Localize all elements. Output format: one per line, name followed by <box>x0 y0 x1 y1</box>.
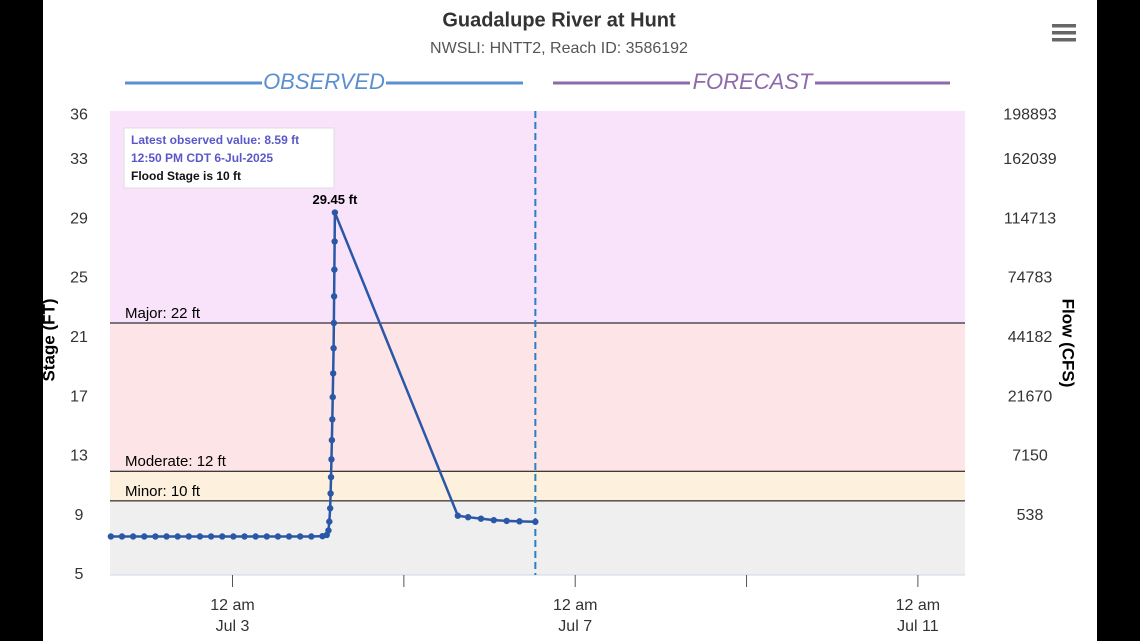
observed-point <box>331 266 338 273</box>
menu-bar <box>1052 38 1076 42</box>
menu-bar <box>1052 31 1076 35</box>
y-tick-label: 25 <box>70 270 88 287</box>
menu-bar <box>1052 24 1076 28</box>
observed-point <box>328 436 336 444</box>
flood-band <box>110 322 965 472</box>
y2-tick-label: 162039 <box>1003 151 1056 168</box>
y-tick-label: 9 <box>75 507 84 524</box>
observed-point <box>152 533 159 540</box>
x-tick-label: Jul 3 <box>216 618 250 635</box>
y-tick-label: 33 <box>70 151 88 168</box>
x-tick-label: 12 am <box>210 597 254 614</box>
observed-point <box>331 209 339 216</box>
y2-tick-label: 198893 <box>1003 107 1056 124</box>
observed-point <box>477 515 485 522</box>
y-tick-label: 21 <box>70 329 88 346</box>
y-tick-label: 29 <box>70 210 88 227</box>
y2-tick-label: 21670 <box>1008 388 1053 405</box>
y-tick-label: 36 <box>70 107 88 124</box>
x-tick-label: 12 am <box>896 597 940 614</box>
x-tick-label: Jul 11 <box>897 618 939 635</box>
observed-point <box>326 518 333 525</box>
observed-point <box>325 527 332 534</box>
flood-label: Minor: 10 ft <box>125 483 201 500</box>
y2-tick-label: 74783 <box>1008 270 1053 287</box>
menu-button[interactable] <box>1050 20 1078 46</box>
observed-point <box>141 533 148 540</box>
observed-point <box>330 319 338 327</box>
y2-tick-label: 44182 <box>1008 329 1053 346</box>
note-box <box>123 127 335 189</box>
observed-point <box>263 533 270 540</box>
chart-subtitle: NWSLI: HNTT2, Reach ID: 3586192 <box>430 40 688 57</box>
x-tick-label: 12 am <box>553 597 597 614</box>
band-normal <box>110 500 965 575</box>
observed-point <box>308 533 315 540</box>
observed-point <box>326 505 334 512</box>
observed-point <box>329 370 337 377</box>
observed-point <box>454 512 462 519</box>
observed-point <box>327 490 334 497</box>
observed-point <box>196 533 204 540</box>
observed-point <box>118 533 126 540</box>
y-tick-label: 5 <box>75 566 84 583</box>
observed-point <box>330 344 337 352</box>
observed-point <box>274 533 282 540</box>
observed-point <box>503 517 510 525</box>
y-tick-label: 13 <box>70 448 88 465</box>
note-text: Flood Stage is 10 ft <box>131 169 241 183</box>
section-label: OBSERVED <box>263 69 385 94</box>
note-text: 12:50 PM CDT 6-Jul-2025 <box>131 151 273 165</box>
observed-point <box>329 416 336 423</box>
chart-title: Guadalupe River at Hunt <box>442 9 676 31</box>
observed-point <box>252 533 259 540</box>
observed-point <box>207 533 215 540</box>
observed-point <box>532 518 539 525</box>
observed-point <box>331 238 338 245</box>
observed-point <box>330 293 338 300</box>
note-text: Latest observed value: 8.59 ft <box>131 133 299 147</box>
flood-label: Major: 22 ft <box>125 305 201 322</box>
y2-tick-label: 7150 <box>1012 448 1048 465</box>
observed-point <box>219 533 226 540</box>
data-label: 29.45 ft <box>312 192 357 207</box>
observed-point <box>107 533 115 540</box>
flood-label: Moderate: 12 ft <box>125 453 227 470</box>
observed-point <box>516 518 523 525</box>
y-tick-label: 17 <box>70 388 88 405</box>
y2-tick-label: 114713 <box>1004 210 1056 227</box>
observed-point <box>327 473 335 481</box>
observed-point <box>328 456 335 463</box>
observed-point <box>163 533 170 540</box>
observed-point <box>329 393 336 401</box>
observed-point <box>296 533 304 540</box>
observed-point <box>230 533 237 540</box>
observed-point <box>185 533 193 540</box>
section-label: FORECAST <box>693 69 814 94</box>
observed-point <box>490 516 498 524</box>
flood-band <box>110 471 965 501</box>
observed-point <box>241 533 248 540</box>
y-axis-title: Stage (FT) <box>39 298 58 381</box>
y2-axis-title: Flow (CFS) <box>1059 299 1078 388</box>
observed-point <box>464 513 472 521</box>
x-tick-label: Jul 7 <box>558 618 592 635</box>
observed-point <box>174 533 181 540</box>
observed-point <box>285 533 293 540</box>
y2-tick-label: 538 <box>1017 507 1044 524</box>
observed-point <box>129 533 137 540</box>
